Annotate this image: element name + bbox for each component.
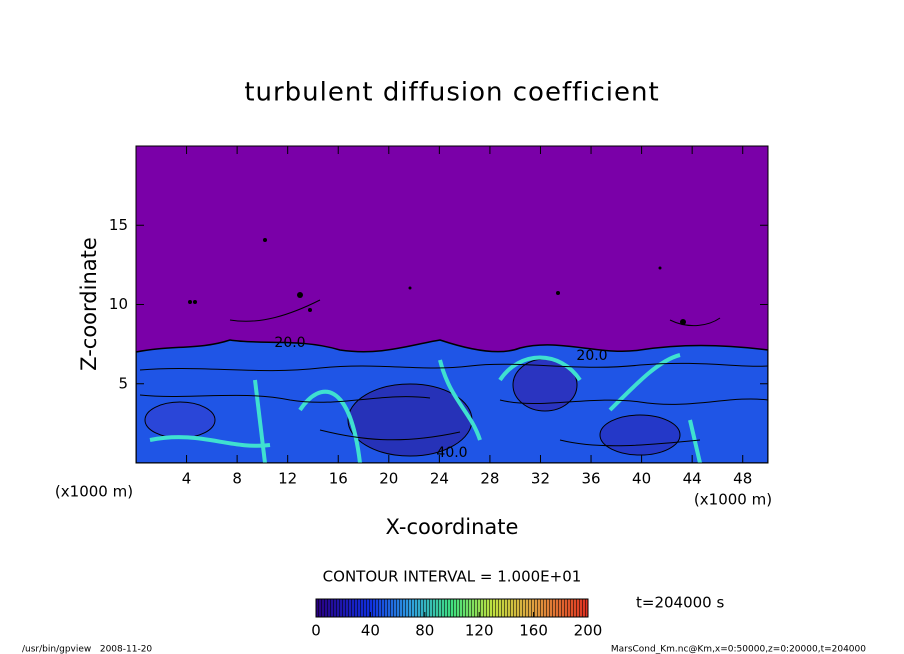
chart-title: turbulent diffusion coefficient	[244, 78, 659, 108]
y-axis-label: Z-coordinate	[77, 237, 101, 371]
x-axis-label: X-coordinate	[386, 515, 519, 539]
y-tick-label: 5	[118, 374, 128, 392]
x-tick-label: 48	[733, 470, 752, 488]
y-tick-label: 15	[109, 216, 128, 234]
footer-right: MarsCond_Km.nc@Km,x=0:50000,z=0:20000,t=…	[611, 645, 866, 654]
contour-lines	[139, 299, 768, 447]
x-tick-label: 44	[683, 470, 702, 488]
x-tick-label: 28	[480, 470, 499, 488]
x-tick-label: 36	[581, 470, 600, 488]
contour-label: 20.0	[274, 335, 305, 351]
field-patch	[144, 401, 216, 439]
colorbar-tick-label: 160	[519, 622, 548, 640]
colorbar-frame	[315, 598, 589, 618]
x-axis-unit: (x1000 m)	[694, 491, 772, 509]
y-tick-label: 10	[109, 295, 128, 313]
x-tick-label: 8	[232, 470, 242, 488]
colorbar-tick-label: 120	[465, 622, 494, 640]
x-tick-label: 32	[531, 470, 550, 488]
field-patch	[599, 414, 681, 456]
x-tick-label: 12	[278, 470, 297, 488]
contour-interval: CONTOUR INTERVAL = 1.000E+01	[323, 568, 582, 586]
x-tick-label: 20	[379, 470, 398, 488]
contour-field	[136, 146, 768, 463]
colorbar-tick-label: 80	[415, 622, 434, 640]
colorbar-tick-label: 40	[361, 622, 380, 640]
contour-label: 40.0	[436, 445, 467, 461]
time-label: t=204000 s	[636, 594, 724, 612]
x-tick-label: 40	[632, 470, 651, 488]
x-tick-label: 16	[329, 470, 348, 488]
x-tick-label: 4	[182, 470, 192, 488]
contour-label: 20.0	[576, 348, 607, 364]
x-tick-label: 24	[430, 470, 449, 488]
contour-islands	[188, 238, 686, 325]
colorbar-tick-label: 200	[574, 622, 603, 640]
colorbar-tick-label: 0	[311, 622, 321, 640]
field-streaks	[149, 353, 702, 463]
footer-left: /usr/bin/gpview 2008-11-20	[22, 645, 152, 654]
y-axis-unit: (x1000 m)	[55, 483, 133, 501]
